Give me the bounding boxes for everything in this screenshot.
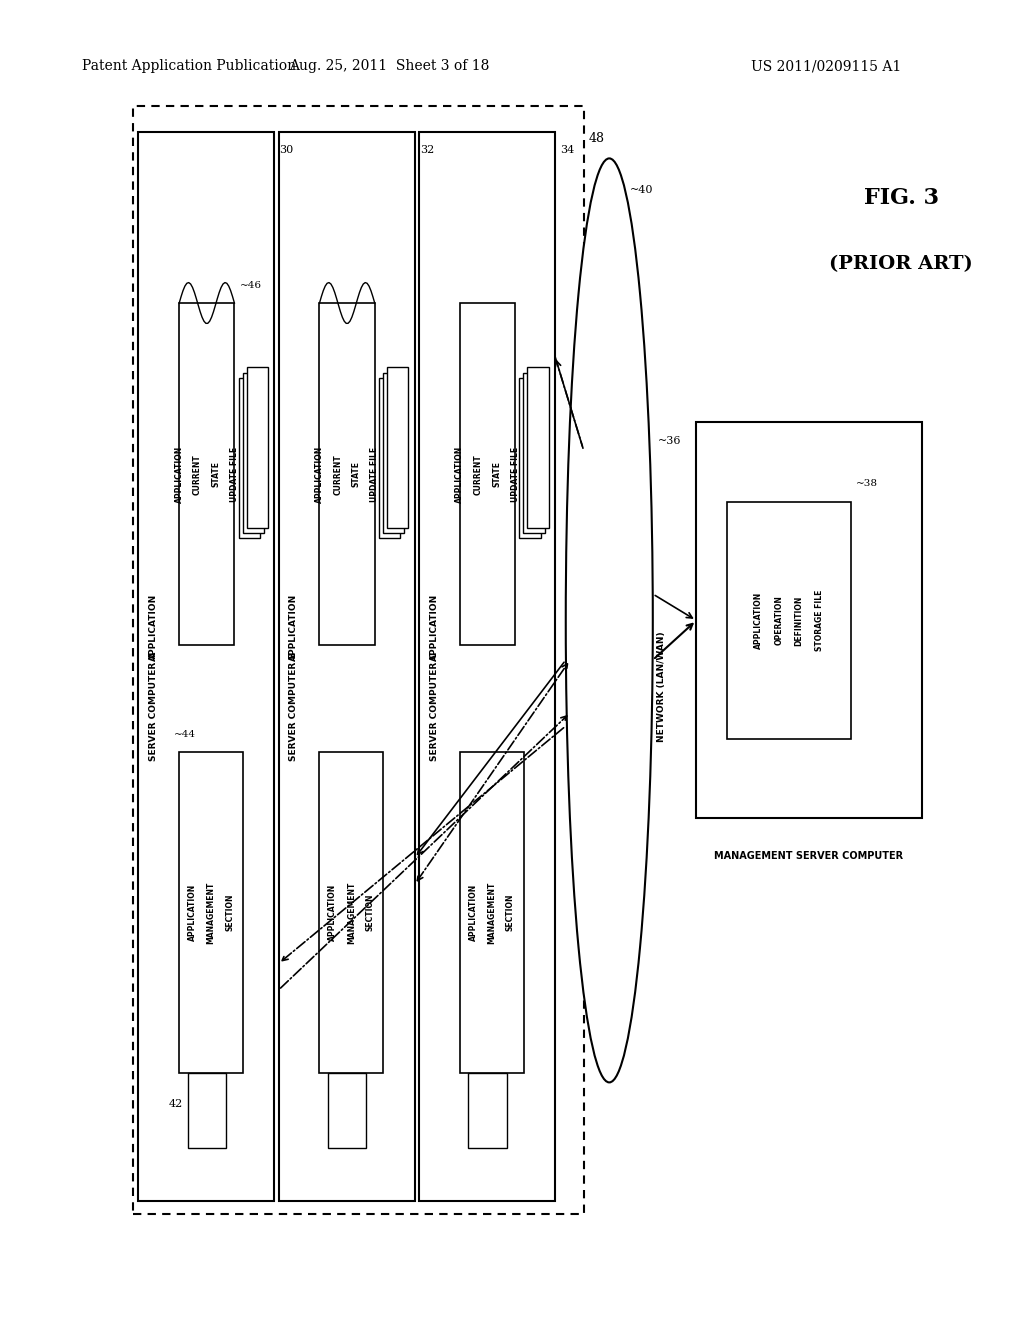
Text: MANAGEMENT SERVER COMPUTER: MANAGEMENT SERVER COMPUTER <box>715 851 903 862</box>
Bar <box>419 132 555 1201</box>
Text: CURRENT: CURRENT <box>194 454 202 495</box>
Bar <box>696 422 922 818</box>
Text: 42: 42 <box>169 1100 183 1109</box>
Text: APPLICATION: APPLICATION <box>150 594 158 660</box>
Text: UPDATE FILE: UPDATE FILE <box>371 446 379 502</box>
Text: SECTION: SECTION <box>225 894 234 932</box>
Bar <box>328 1073 367 1147</box>
Text: DEFINITION: DEFINITION <box>795 595 804 645</box>
Bar <box>527 367 549 528</box>
Text: UPDATE FILE: UPDATE FILE <box>230 446 239 502</box>
Bar <box>319 752 383 1073</box>
Text: NETWORK (LAN/WAN): NETWORK (LAN/WAN) <box>657 631 666 742</box>
Text: STATE: STATE <box>212 461 220 487</box>
Text: APPLICATION: APPLICATION <box>430 594 438 660</box>
Text: ~38: ~38 <box>856 479 878 488</box>
Text: CURRENT: CURRENT <box>334 454 342 495</box>
Bar <box>523 372 545 533</box>
Text: US 2011/0209115 A1: US 2011/0209115 A1 <box>751 59 901 74</box>
Text: CURRENT: CURRENT <box>474 454 482 495</box>
Text: STATE: STATE <box>493 461 501 487</box>
Text: ~44: ~44 <box>174 730 196 739</box>
Text: ~40: ~40 <box>630 185 653 195</box>
Bar <box>387 367 409 528</box>
Text: MANAGEMENT: MANAGEMENT <box>347 882 356 944</box>
Text: APPLICATION: APPLICATION <box>175 446 183 503</box>
Text: STATE: STATE <box>352 461 360 487</box>
Text: 48: 48 <box>589 132 605 145</box>
Text: STORAGE FILE: STORAGE FILE <box>815 590 824 651</box>
Text: 30: 30 <box>280 145 294 156</box>
Text: SERVER COMPUTER C: SERVER COMPUTER C <box>430 652 438 760</box>
Bar <box>247 367 268 528</box>
Text: SECTION: SECTION <box>366 894 375 932</box>
Text: 32: 32 <box>420 145 434 156</box>
Text: APPLICATION: APPLICATION <box>329 884 338 941</box>
Bar <box>279 132 415 1201</box>
Bar <box>727 502 851 739</box>
Bar <box>239 378 260 539</box>
Ellipse shape <box>565 158 653 1082</box>
Text: (PRIOR ART): (PRIOR ART) <box>829 255 973 273</box>
Text: MANAGEMENT: MANAGEMENT <box>207 882 216 944</box>
Text: APPLICATION: APPLICATION <box>469 884 478 941</box>
Bar <box>468 1073 507 1147</box>
Text: 34: 34 <box>560 145 574 156</box>
Bar <box>379 378 400 539</box>
Bar <box>179 752 243 1073</box>
Text: SECTION: SECTION <box>506 894 515 932</box>
Text: APPLICATION: APPLICATION <box>456 446 464 503</box>
Bar <box>243 372 264 533</box>
Text: FIG. 3: FIG. 3 <box>863 187 939 209</box>
Text: Patent Application Publication: Patent Application Publication <box>82 59 296 74</box>
Text: APPLICATION: APPLICATION <box>315 446 324 503</box>
Bar <box>383 372 404 533</box>
Bar <box>138 132 274 1201</box>
Text: ~46: ~46 <box>240 281 261 290</box>
Bar <box>460 752 523 1073</box>
Text: SERVER COMPUTER A: SERVER COMPUTER A <box>150 652 158 760</box>
Text: Aug. 25, 2011  Sheet 3 of 18: Aug. 25, 2011 Sheet 3 of 18 <box>289 59 489 74</box>
Text: APPLICATION: APPLICATION <box>754 591 763 649</box>
Text: MANAGEMENT: MANAGEMENT <box>487 882 497 944</box>
Text: UPDATE FILE: UPDATE FILE <box>511 446 519 502</box>
Text: SERVER COMPUTER B: SERVER COMPUTER B <box>290 652 298 760</box>
Text: OPERATION: OPERATION <box>774 595 783 645</box>
Bar <box>187 1073 226 1147</box>
Text: ~36: ~36 <box>657 436 681 446</box>
Bar <box>133 106 584 1214</box>
Bar <box>319 304 375 645</box>
Bar <box>460 304 515 645</box>
Bar <box>519 378 541 539</box>
Bar <box>179 304 234 645</box>
Text: APPLICATION: APPLICATION <box>290 594 298 660</box>
Text: APPLICATION: APPLICATION <box>188 884 198 941</box>
